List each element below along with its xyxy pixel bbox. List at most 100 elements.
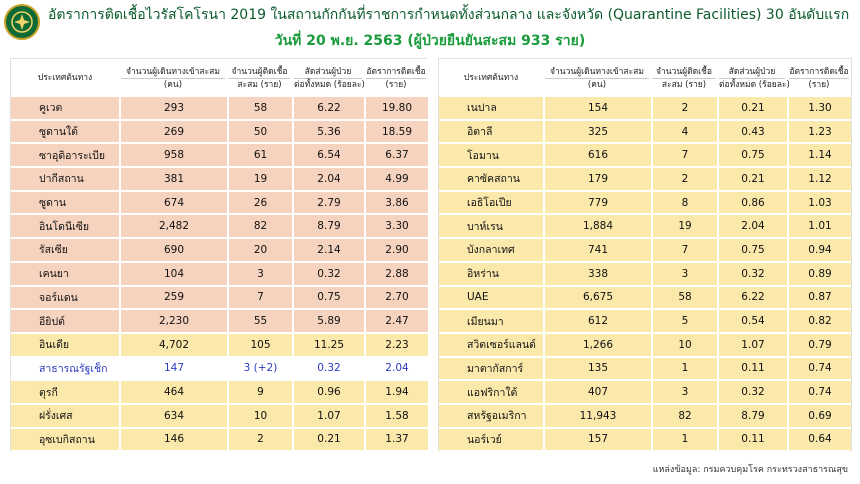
header: อัตราการติดเชื้อไวรัสโคโรนา 2019 ในสถานก… <box>0 0 860 58</box>
table-row: เอธิโอเปีย 779 8 0.86 1.03 <box>439 191 851 216</box>
header-ratio: สัดส่วนผู้ป่วย ต่อทั้งหมด (ร้อยละ) <box>717 59 790 97</box>
header-rate: อัตราการติดเชื้อ (ราย) <box>364 59 428 97</box>
table-row: อิหร่าน 338 3 0.32 0.89 <box>439 262 851 287</box>
table-row: อินโดนีเซีย 2,482 82 8.79 3.30 <box>11 215 428 240</box>
cell-ratio: 0.32 <box>717 381 787 405</box>
right-ranking-table: ประเทศต้นทาง จำนวนผู้เดินทางเข้าสะสม (คน)… <box>439 59 851 453</box>
cell-ratio: 0.32 <box>292 262 364 287</box>
cell-travelers: 779 <box>543 191 651 216</box>
cell-ratio: 0.54 <box>717 310 787 334</box>
left-table-panel: ประเทศต้นทาง จำนวนผู้เดินทางเข้าสะสม (คน)… <box>10 58 428 453</box>
cell-rate: 2.04 <box>364 357 428 382</box>
header-travelers: จำนวนผู้เดินทางเข้าสะสม (คน) <box>543 59 651 97</box>
table-row: อุซเบกิสถาน 146 2 0.21 1.37 <box>11 428 428 453</box>
cell-travelers: 634 <box>119 404 227 429</box>
cell-infected: 9 <box>227 381 292 405</box>
cell-country: โอมาน <box>439 144 543 169</box>
cell-infected: 3 (+2) <box>227 357 292 382</box>
cell-rate: 1.58 <box>364 404 428 429</box>
cell-rate: 1.14 <box>787 144 851 169</box>
cell-country: สหรัฐอเมริกา <box>439 404 543 429</box>
header-rate: อัตราการติดเชื้อ (ราย) <box>787 59 851 97</box>
cell-infected: 1 <box>651 428 717 453</box>
cell-country: สาธารณรัฐเช็ก <box>11 357 119 382</box>
cell-rate: 3.30 <box>364 215 428 240</box>
cell-infected: 5 <box>651 310 717 334</box>
cell-travelers: 2,482 <box>119 215 227 240</box>
cell-travelers: 381 <box>119 168 227 192</box>
cell-infected: 7 <box>651 144 717 169</box>
ministry-logo-icon <box>4 4 40 40</box>
cell-country: ซาอุดิอาระเบีย <box>11 144 119 169</box>
cell-travelers: 4,702 <box>119 333 227 358</box>
cell-country: ซูดานใต้ <box>11 120 119 145</box>
left-ranking-table: ประเทศต้นทาง จำนวนผู้เดินทางเข้าสะสม (คน)… <box>11 59 428 453</box>
cell-ratio: 2.14 <box>292 239 364 263</box>
source-note: แหล่งข้อมูล: กรมควบคุมโรค กระทรวงสาธารณส… <box>652 465 848 475</box>
table-row: เคนยา 104 3 0.32 2.88 <box>11 262 428 287</box>
table-row: ซูดาน 674 26 2.79 3.86 <box>11 191 428 216</box>
cell-ratio: 2.04 <box>292 168 364 192</box>
cell-rate: 1.03 <box>787 191 851 216</box>
cell-travelers: 325 <box>543 120 651 145</box>
cell-infected: 10 <box>651 333 717 358</box>
cell-country: แอฟริกาใต้ <box>439 381 543 405</box>
cell-ratio: 0.11 <box>717 357 787 382</box>
table-row: บาห์เรน 1,884 19 2.04 1.01 <box>439 215 851 240</box>
cell-country: เนปาล <box>439 97 543 121</box>
cell-travelers: 407 <box>543 381 651 405</box>
cell-ratio: 0.86 <box>717 191 787 216</box>
cell-rate: 2.70 <box>364 286 428 311</box>
cell-rate: 0.87 <box>787 286 851 311</box>
cell-infected: 3 <box>651 262 717 287</box>
cell-travelers: 741 <box>543 239 651 263</box>
right-table-body: เนปาล 154 2 0.21 1.30 อิตาลี 325 4 0.43 1.23 โอมาน… <box>439 97 851 453</box>
cell-ratio: 0.21 <box>292 428 364 453</box>
cell-country: ปากีสถาน <box>11 168 119 192</box>
cell-infected: 1 <box>651 357 717 382</box>
cell-ratio: 5.89 <box>292 310 364 334</box>
cell-ratio: 2.79 <box>292 191 364 216</box>
cell-rate: 0.89 <box>787 262 851 287</box>
cell-country: อิตาลี <box>439 120 543 145</box>
cell-country: คูเวต <box>11 97 119 121</box>
cell-infected: 19 <box>227 168 292 192</box>
cell-travelers: 338 <box>543 262 651 287</box>
table-row: โอมาน 616 7 0.75 1.14 <box>439 144 851 169</box>
cell-country: สวิตเซอร์แลนด์ <box>439 333 543 358</box>
cell-country: อินโดนีเซีย <box>11 215 119 240</box>
cell-country: เมียนมา <box>439 310 543 334</box>
table-row: มาตากัสการ์ 135 1 0.11 0.74 <box>439 357 851 382</box>
header-travelers: จำนวนผู้เดินทางเข้าสะสม (คน) <box>119 59 227 97</box>
cell-infected: 19 <box>651 215 717 240</box>
cell-country: เคนยา <box>11 262 119 287</box>
cell-country: ฝรั่งเศส <box>11 404 119 429</box>
header-country: ประเทศต้นทาง <box>11 59 119 97</box>
cell-rate: 4.99 <box>364 168 428 192</box>
page-title: อัตราการติดเชื้อไวรัสโคโรนา 2019 ในสถานก… <box>48 7 850 23</box>
table-row: จอร์แดน 259 7 0.75 2.70 <box>11 286 428 311</box>
cell-infected: 3 <box>651 381 717 405</box>
cell-travelers: 104 <box>119 262 227 287</box>
cell-rate: 0.79 <box>787 333 851 358</box>
table-row: UAE 6,675 58 6.22 0.87 <box>439 286 851 311</box>
cell-ratio: 6.54 <box>292 144 364 169</box>
cell-rate: 6.37 <box>364 144 428 169</box>
page-subtitle: วันที่ 20 พ.ย. 2563 (ผู้ป่วยยืนยันสะสม 9… <box>274 33 586 49</box>
cell-rate: 0.74 <box>787 357 851 382</box>
cell-infected: 105 <box>227 333 292 358</box>
cell-country: อียิปต์ <box>11 310 119 334</box>
table-row: บังกลาเทศ 741 7 0.75 0.94 <box>439 239 851 263</box>
cell-ratio: 0.21 <box>717 168 787 192</box>
cell-ratio: 1.07 <box>292 404 364 429</box>
cell-rate: 2.90 <box>364 239 428 263</box>
cell-rate: 1.01 <box>787 215 851 240</box>
cell-rate: 1.37 <box>364 428 428 453</box>
table-row: อินเดีย 4,702 105 11.25 2.23 <box>11 333 428 358</box>
cell-rate: 2.47 <box>364 310 428 334</box>
cell-infected: 82 <box>651 404 717 429</box>
left-table-body: คูเวต 293 58 6.22 19.80 ซูดานใต้ 269 50 5.36 18.5… <box>11 97 428 453</box>
cell-travelers: 179 <box>543 168 651 192</box>
cell-ratio: 0.32 <box>717 262 787 287</box>
right-table-panel: ประเทศต้นทาง จำนวนผู้เดินทางเข้าสะสม (คน)… <box>438 58 852 453</box>
